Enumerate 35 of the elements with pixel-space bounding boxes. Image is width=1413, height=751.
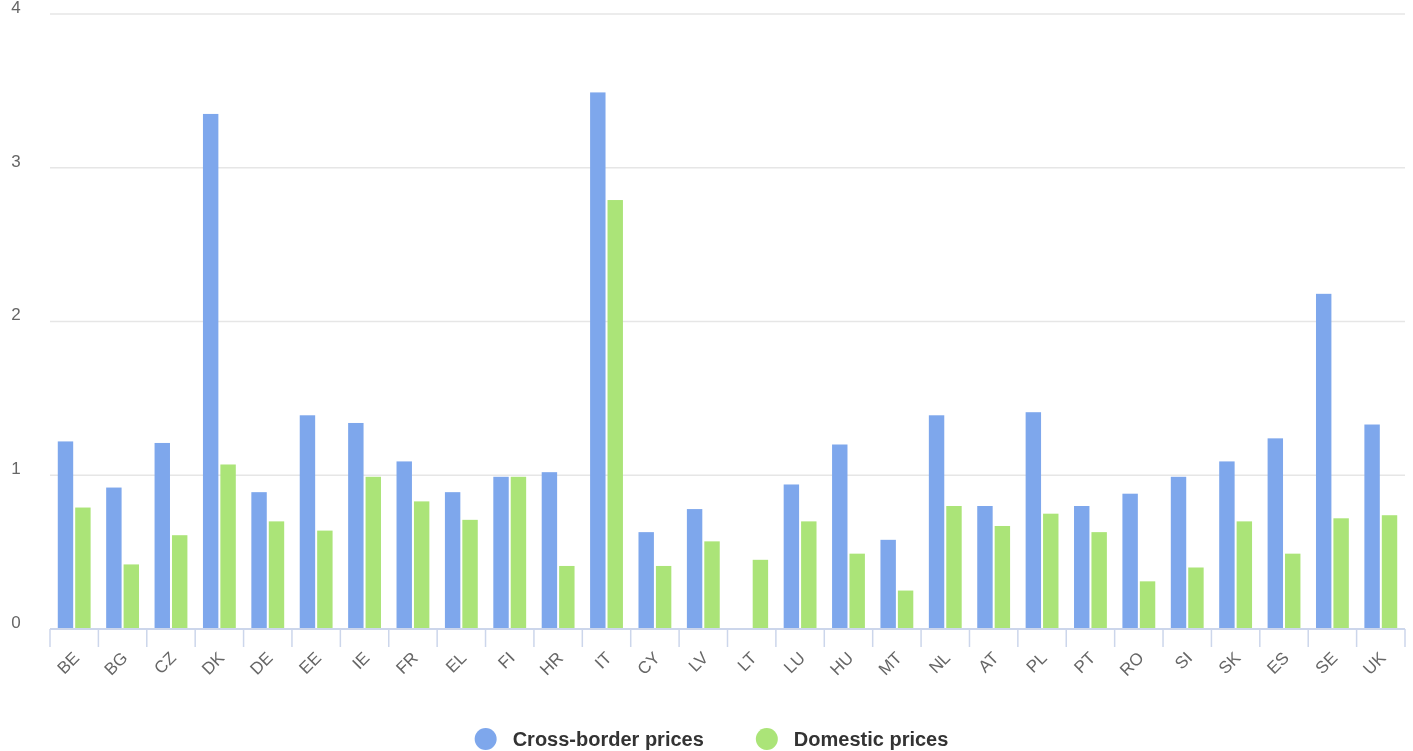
x-tick-label: EE	[295, 648, 325, 678]
x-tick-label: PL	[1022, 648, 1051, 677]
x-tick-label: EL	[442, 648, 471, 677]
x-tick-label: BE	[53, 648, 84, 678]
x-tick-label: LT	[733, 648, 761, 675]
x-tick-label: PT	[1070, 648, 1100, 678]
x-tick-label: FR	[392, 648, 422, 678]
y-tick-label: 2	[11, 305, 21, 325]
x-tick-label: CZ	[150, 648, 180, 678]
x-tick-label: SI	[1171, 648, 1197, 674]
x-tick-label: CY	[633, 648, 664, 679]
x-tick-label: LV	[684, 647, 713, 676]
x-tick-label: LU	[780, 648, 809, 678]
y-tick-label: 3	[11, 151, 21, 171]
y-tick-label: 1	[11, 459, 21, 479]
x-tick-label: SE	[1311, 648, 1342, 678]
x-tick-label: NL	[925, 648, 955, 678]
x-tick-label: IE	[348, 648, 374, 674]
x-tick-label: RO	[1116, 648, 1148, 680]
x-tick-label: HU	[826, 648, 858, 680]
legend-label: Cross-border prices	[512, 728, 704, 750]
x-tick-label: DE	[246, 648, 277, 679]
x-tick-label: IT	[591, 648, 616, 673]
y-tick-label: 4	[11, 0, 21, 17]
y-tick-label: 0	[11, 612, 21, 632]
x-tick-label: ES	[1263, 648, 1293, 678]
x-tick-label: HR	[536, 648, 567, 680]
x-tick-label: UK	[1359, 647, 1391, 679]
x-tick-label: FI	[494, 648, 519, 673]
x-tick-label: DK	[198, 647, 229, 679]
x-tick-label: AT	[974, 648, 1003, 677]
x-tick-label: MT	[874, 648, 906, 680]
legend-label: Domestic prices	[793, 728, 949, 750]
x-tick-label: SK	[1214, 647, 1245, 678]
x-tick-label: BG	[100, 648, 132, 680]
